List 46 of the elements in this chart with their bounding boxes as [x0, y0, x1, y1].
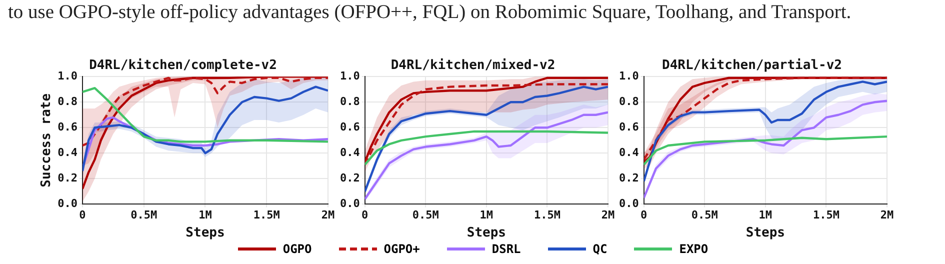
y-tick-label: 0.6 [340, 120, 360, 134]
y-tick-label: 0.2 [340, 172, 360, 185]
x-axis-title: Steps [186, 226, 225, 241]
x-tick-label: 2M [601, 208, 615, 222]
y-tick-label: 0.4 [58, 146, 78, 160]
x-tick-label: 0.5M [130, 208, 158, 222]
y-tick-label: 0.8 [340, 94, 360, 108]
legend-label: EXPO [679, 242, 708, 256]
y-axis-title: Success rate [39, 93, 54, 188]
y-tick-label: 1.0 [58, 69, 78, 82]
text: to use OGPO-style off-policy advantages (OFPO++, FQL) on Robomimic Square, Toolhang, and Transport. [8, 2, 852, 24]
chart-title: D4RL/kitchen/partial-v2 [662, 58, 842, 74]
y-tick-label: 0.6 [618, 120, 640, 134]
y-tick-label: 0.0 [618, 197, 639, 210]
y-tick-label: 1.0 [618, 69, 639, 82]
y-tick-label: 0.6 [58, 120, 78, 134]
y-tick-label: 0.8 [58, 94, 78, 108]
chart-title: D4RL/kitchen/complete-v2 [89, 58, 277, 74]
x-tick-label: 2M [321, 208, 335, 222]
legend-label: OGPO [282, 242, 312, 256]
x-axis-title: Steps [746, 226, 786, 241]
y-tick-label: 0.2 [618, 172, 639, 185]
legend-label: QC [592, 242, 608, 256]
x-tick-label: 1.5M [812, 208, 840, 222]
x-tick-label: 0 [79, 208, 86, 222]
y-tick-label: 0.4 [340, 146, 360, 160]
y-tick-label: 0.2 [58, 172, 78, 185]
legend-label: OGPO+ [384, 242, 420, 256]
y-tick-label: 0.0 [58, 197, 78, 210]
y-tick-label: 0.0 [340, 197, 360, 210]
x-axis-title: Steps [466, 226, 506, 241]
x-tick-label: 1M [480, 208, 494, 222]
x-tick-label: 2M [880, 208, 894, 222]
y-tick-label: 1.0 [340, 69, 360, 82]
x-tick-label: 1M [198, 208, 212, 222]
x-tick-label: 0.5M [412, 208, 440, 222]
y-tick-label: 0.8 [618, 94, 639, 108]
x-tick-label: 0 [362, 208, 368, 222]
y-tick-label: 0.4 [618, 146, 640, 160]
x-tick-label: 0 [640, 208, 648, 222]
chart-title: D4RL/kitchen/mixed-v2 [390, 58, 556, 74]
x-tick-label: 1.5M [534, 208, 561, 222]
x-tick-label: 1M [758, 208, 772, 222]
x-tick-label: 0.5M [691, 208, 718, 222]
x-tick-label: 1.5M [253, 208, 280, 222]
legend-label: DSRL [492, 242, 521, 256]
